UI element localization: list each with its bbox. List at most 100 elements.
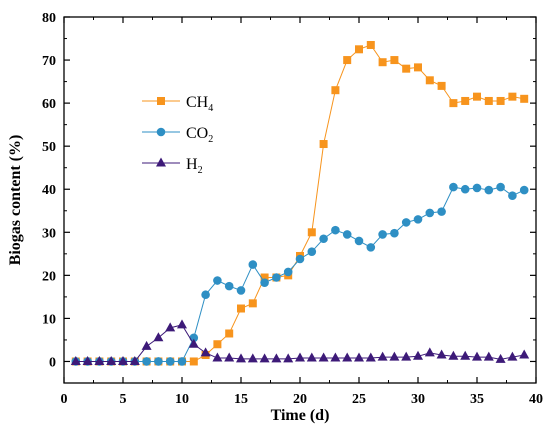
legend-item-ch4: CH4: [142, 94, 213, 114]
data-point-h2: [306, 352, 317, 362]
data-point-h2: [94, 355, 105, 365]
series-ch4: [71, 40, 529, 366]
data-point-ch4: [331, 86, 340, 95]
y-tick-label: 50: [42, 140, 56, 155]
legend-label-subscript: 4: [208, 103, 213, 114]
data-point-h2: [259, 353, 270, 363]
data-point-co2: [319, 234, 328, 244]
data-point-h2: [283, 353, 294, 363]
data-point-co2: [390, 228, 399, 238]
data-point-h2: [460, 350, 471, 360]
data-point-ch4: [437, 81, 446, 90]
x-tick-label: 10: [175, 392, 189, 407]
data-point-h2: [247, 353, 258, 363]
data-point-h2: [165, 322, 176, 332]
data-point-ch4: [496, 96, 505, 105]
legend-label-subscript: 2: [198, 165, 203, 176]
x-tick-label: 5: [120, 392, 127, 407]
data-point-h2: [141, 340, 152, 350]
y-tick-label: 40: [42, 183, 56, 198]
data-point-co2: [342, 230, 352, 239]
y-axis-title: Biogas content (%): [7, 135, 24, 266]
data-point-h2: [129, 355, 140, 365]
data-point-h2: [389, 351, 400, 361]
data-point-h2: [212, 352, 223, 362]
y-tick-label: 80: [42, 11, 56, 26]
data-point-ch4: [508, 92, 517, 101]
data-point-h2: [106, 355, 117, 365]
data-point-h2: [118, 355, 128, 365]
data-point-h2: [472, 351, 482, 361]
plot-frame: [63, 16, 537, 384]
data-point-h2: [177, 319, 187, 329]
data-point-co2: [248, 260, 258, 269]
data-point-h2: [271, 353, 282, 363]
data-point-h2: [188, 338, 199, 348]
legend-label-main: CO: [186, 125, 208, 142]
data-point-co2: [472, 183, 482, 193]
legend-label-main: CH: [186, 94, 209, 111]
data-point-co2: [154, 357, 163, 366]
series-layer: [70, 40, 530, 366]
data-point-co2: [401, 218, 411, 227]
axis-ticks: 0 5 10 15 20 25 30 35 40 0 10 20 30 40 50 60 70 80: [42, 11, 543, 407]
data-point-h2: [236, 353, 246, 363]
x-tick-label: 40: [529, 392, 543, 407]
data-point-h2: [413, 350, 423, 360]
series-co2: [71, 182, 529, 366]
x-tick-label: 20: [293, 392, 307, 407]
data-point-h2: [70, 355, 81, 365]
data-point-h2: [483, 351, 494, 361]
legend-marker-h2: [156, 157, 166, 167]
y-tick-label: 0: [49, 355, 56, 370]
data-point-co2: [283, 267, 293, 277]
data-point-ch4: [402, 64, 411, 73]
series-line-co2: [75, 186, 525, 362]
y-tick-label: 70: [42, 54, 56, 69]
data-point-ch4: [343, 56, 352, 65]
data-point-co2: [201, 290, 210, 300]
data-point-h2: [200, 347, 211, 357]
data-point-h2: [377, 351, 388, 361]
data-point-ch4: [189, 357, 198, 366]
data-point-co2: [496, 182, 505, 192]
data-point-ch4: [248, 299, 257, 308]
data-point-ch4: [461, 96, 470, 105]
data-point-ch4: [237, 304, 245, 313]
x-axis-title: Time (d): [271, 407, 330, 424]
data-point-co2: [307, 247, 317, 256]
data-point-co2: [213, 276, 222, 285]
data-point-h2: [495, 353, 506, 363]
data-point-co2: [165, 357, 175, 366]
data-point-ch4: [366, 40, 375, 49]
legend-marker-co2: [156, 127, 166, 137]
data-point-co2: [142, 357, 151, 366]
data-point-co2: [272, 273, 281, 282]
data-point-co2: [413, 215, 423, 224]
x-tick-label: 0: [61, 392, 68, 407]
data-point-co2: [484, 185, 494, 195]
data-point-co2: [177, 357, 187, 366]
data-point-h2: [436, 349, 447, 359]
data-point-ch4: [378, 58, 387, 67]
data-point-h2: [448, 350, 459, 360]
y-tick-label: 10: [42, 312, 56, 327]
data-point-h2: [330, 352, 341, 362]
data-point-h2: [224, 352, 235, 362]
data-point-co2: [224, 281, 234, 291]
data-point-ch4: [449, 99, 458, 108]
data-point-ch4: [484, 96, 493, 105]
legend-label-main: H: [186, 156, 198, 173]
data-point-ch4: [260, 273, 269, 282]
x-tick-label: 35: [470, 392, 484, 407]
data-point-h2: [354, 352, 364, 362]
legend-label-ch4: CH4: [186, 94, 213, 114]
data-point-ch4: [319, 140, 328, 149]
series-line-ch4: [75, 44, 525, 362]
data-point-h2: [424, 347, 435, 357]
data-point-h2: [318, 352, 329, 362]
data-point-co2: [425, 208, 435, 218]
legend-item-h2: H2: [142, 156, 203, 176]
data-point-ch4: [390, 56, 399, 65]
